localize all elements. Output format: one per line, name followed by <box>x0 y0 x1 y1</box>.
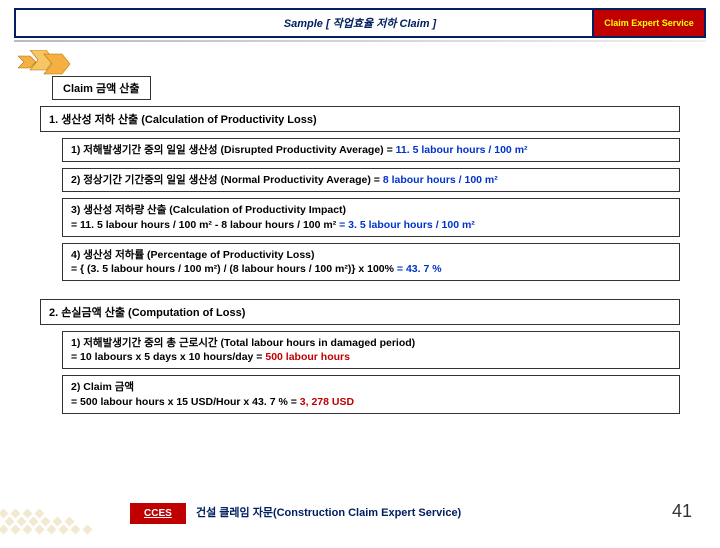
value: 8 labour hours / 100 m² <box>383 174 498 186</box>
line2: = 10 labours x 5 days x 10 hours/day = 5… <box>71 350 671 364</box>
page-title: Sample [ 작업효율 저하 Claim ] <box>284 15 436 31</box>
service-badge: Claim Expert Service <box>592 8 706 38</box>
section-claim-amount-label: Claim 금액 산출 <box>52 76 151 100</box>
formula: = 10 labours x 5 days x 10 hours/day = <box>71 351 265 363</box>
line1: 1) 저해발생기간 중의 총 근로시간 (Total labour hours … <box>71 336 671 350</box>
item-normal-avg: 2) 정상기간 기간중의 일일 생산성 (Normal Productivity… <box>62 168 680 192</box>
cces-badge: CCES <box>130 503 186 524</box>
header-bar: Sample [ 작업효율 저하 Claim ] Claim Expert Se… <box>14 8 706 38</box>
footer-text: 건설 클레임 자문(Construction Claim Expert Serv… <box>196 504 461 520</box>
item-claim-amount: 2) Claim 금액 = 500 labour hours x 15 USD/… <box>62 375 680 413</box>
item-disrupted-avg: 1) 저해발생기간 중의 일일 생산성 (Disrupted Productiv… <box>62 138 680 162</box>
line1: 4) 생산성 저하률 (Percentage of Productivity L… <box>71 248 671 262</box>
arrow-decoration-icon <box>18 50 78 78</box>
formula: = 11. 5 labour hours / 100 m² - 8 labour… <box>71 219 339 231</box>
item-productivity-percentage: 4) 생산성 저하률 (Percentage of Productivity L… <box>62 243 680 281</box>
line2: = 11. 5 labour hours / 100 m² - 8 labour… <box>71 218 671 232</box>
line2: = { (3. 5 labour hours / 100 m²) / (8 la… <box>71 262 671 276</box>
line2: = 500 labour hours x 15 USD/Hour x 43. 7… <box>71 395 671 409</box>
text: 1) 저해발생기간 중의 일일 생산성 (Disrupted Productiv… <box>71 144 396 156</box>
divider <box>14 40 706 42</box>
page-number: 41 <box>672 501 692 522</box>
item-productivity-impact: 3) 생산성 저하량 산출 (Calculation of Productivi… <box>62 198 680 236</box>
value: 11. 5 labour hours / 100 m² <box>396 144 528 156</box>
text: 2) 정상기간 기간중의 일일 생산성 (Normal Productivity… <box>71 174 383 186</box>
heading-loss-computation: 2. 손실금액 산출 (Computation of Loss) <box>40 299 680 325</box>
line1: 2) Claim 금액 <box>71 380 671 394</box>
value: 3, 278 USD <box>300 396 354 408</box>
value: 500 labour hours <box>265 351 350 363</box>
item-total-labour-hours: 1) 저해발생기간 중의 총 근로시간 (Total labour hours … <box>62 331 680 369</box>
formula: = { (3. 5 labour hours / 100 m²) / (8 la… <box>71 263 397 275</box>
line1: 3) 생산성 저하량 산출 (Calculation of Productivi… <box>71 203 671 217</box>
value: = 43. 7 % <box>397 263 442 275</box>
footer: CCES 건설 클레임 자문(Construction Claim Expert… <box>0 490 720 530</box>
formula: = 500 labour hours x 15 USD/Hour x 43. 7… <box>71 396 300 408</box>
heading-productivity-loss: 1. 생산성 저하 산출 (Calculation of Productivit… <box>40 106 680 132</box>
value: = 3. 5 labour hours / 100 m² <box>339 219 475 231</box>
